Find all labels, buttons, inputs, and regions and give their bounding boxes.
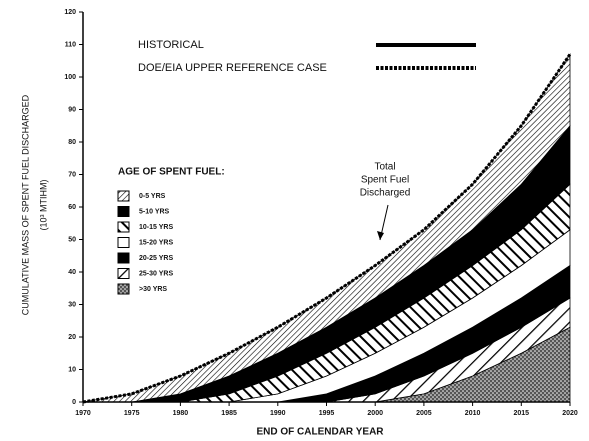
x-tick-label: 1975 [124, 410, 140, 417]
legend-swatch [117, 206, 130, 217]
x-tick-label: 1980 [173, 410, 189, 417]
legend-swatch [117, 221, 130, 233]
y-tick-label: 120 [64, 9, 76, 16]
legend-swatch [117, 237, 130, 248]
y-tick-label: 90 [68, 106, 76, 113]
x-tick-label: 2000 [367, 410, 383, 417]
legend-title: AGE OF SPENT FUEL: [118, 167, 225, 178]
y-tick-label: 40 [68, 269, 76, 276]
legend-label: 5-10 YRS [139, 208, 170, 215]
annotation-arrowhead [377, 231, 384, 240]
x-tick-label: 2015 [514, 410, 530, 417]
legend-label: DOE/EIA UPPER REFERENCE CASE [138, 62, 327, 74]
y-tick-label: 80 [68, 139, 76, 146]
legend-swatch [117, 190, 130, 202]
legend-label: >30 YRS [139, 286, 167, 293]
total-line [82, 53, 572, 404]
y-tick-label: 50 [68, 236, 76, 243]
x-tick-label: 1970 [75, 410, 91, 417]
legend-label: HISTORICAL [138, 39, 204, 51]
y-tick-label: 10 [68, 366, 76, 373]
legend-swatch [117, 283, 130, 295]
legend-swatch [117, 268, 130, 279]
x-axis-label: END OF CALENDAR YEAR [256, 427, 384, 438]
legend-label: 0-5 YRS [139, 193, 166, 200]
legend-swatch [117, 252, 130, 264]
x-tick-label: 1995 [319, 410, 335, 417]
y-tick-label: 100 [64, 74, 76, 81]
x-tick-label: 2020 [562, 410, 578, 417]
y-tick-label: 70 [68, 171, 76, 178]
y-tick-label: 0 [72, 399, 76, 406]
legend-label: 20-25 YRS [139, 255, 173, 262]
y-axis-label: CUMULATIVE MASS OF SPENT FUEL DISCHARGED [20, 94, 30, 315]
x-tick-label: 2010 [465, 410, 481, 417]
y-tick-label: 110 [65, 41, 76, 48]
y-tick-label: 20 [68, 334, 76, 341]
x-tick-label: 1985 [221, 410, 237, 417]
annotation: Discharged [360, 188, 411, 199]
y-tick-label: 60 [68, 204, 76, 211]
legend-label: 25-30 YRS [139, 270, 173, 277]
legend-label: 10-15 YRS [139, 224, 173, 231]
y-tick-label: 30 [68, 301, 76, 308]
annotation: Total [374, 162, 395, 173]
annotation: Spent Fuel [361, 175, 409, 186]
legend-label: 15-20 YRS [139, 239, 173, 246]
x-tick-label: 1990 [270, 410, 286, 417]
x-tick-label: 2005 [416, 410, 432, 417]
y-axis-unit: (10³ MTIHM) [38, 180, 48, 231]
